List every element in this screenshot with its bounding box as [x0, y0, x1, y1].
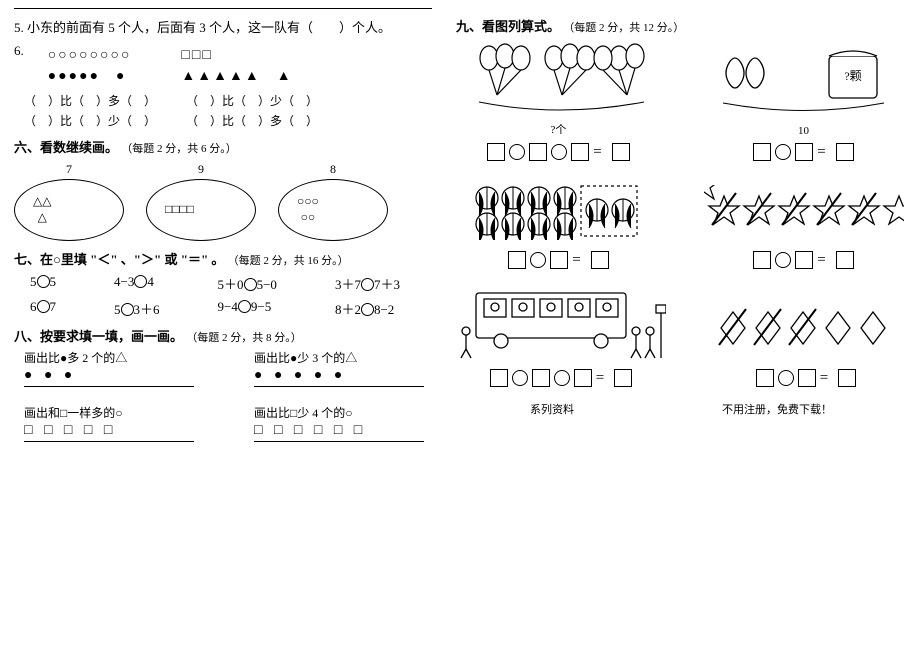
- solid-circles: ●●●●● ●: [48, 66, 127, 87]
- q7-item: 4−34: [114, 274, 192, 293]
- oval-1: △△ △: [14, 179, 124, 241]
- diamonds-icon: [706, 303, 906, 353]
- compare-a1: （ ）比（ ）多（ ）: [24, 92, 156, 109]
- eq-5: =: [456, 369, 666, 387]
- q7-item: 3＋77＋3: [335, 274, 432, 293]
- section-8-title: 八、按要求填一填，画一画。 （每题 2 分，共 8 分。）: [14, 326, 432, 345]
- bus-box: =: [456, 283, 666, 387]
- s7-title: 七、在○里填 "＜" 、"＞" 或 "＝" 。: [14, 252, 224, 267]
- section-7-title: 七、在○里填 "＜" 、"＞" 或 "＝" 。 （每题 2 分，共 16 分。）: [14, 249, 432, 268]
- eq-1: =: [456, 143, 661, 161]
- q6-label: 6.: [14, 41, 24, 89]
- eq-6: =: [706, 369, 906, 387]
- stars-icon: [704, 185, 904, 235]
- hollow-squares: □□□: [181, 45, 212, 66]
- balls-box: =: [456, 175, 661, 269]
- q8-item-1: 画出比●多 2 个的△ ● ● ●: [24, 349, 194, 400]
- footer: 系列资料 不用注册，免费下载！: [456, 401, 906, 417]
- oval-num-1: 7: [14, 162, 124, 177]
- oval-2: □□□□: [146, 179, 256, 241]
- q8-item-2: 画出比●少 3 个的△ ● ● ● ● ●: [254, 349, 424, 400]
- candies-icon: ?颗: [719, 48, 889, 118]
- bus-icon: [456, 283, 666, 363]
- right-column: 九、看图列算式。 （每题 2 分，共 12 分。）: [456, 8, 906, 642]
- s6-title: 六、看数继续画。: [14, 140, 118, 155]
- compare-b2: （ ）比（ ）多（ ）: [186, 112, 318, 129]
- s7-sub: （每题 2 分，共 16 分。）: [228, 255, 349, 267]
- bag-label: ?颗: [844, 69, 861, 83]
- q6-figures: ○○○○○○○○ ●●●●● ● □□□ ▲▲▲▲▲ ▲: [48, 45, 293, 87]
- eq-2: =: [701, 143, 906, 161]
- hollow-circles: ○○○○○○○○: [48, 45, 132, 66]
- balls-icon: [469, 180, 649, 240]
- balloons-box: ?个 =: [456, 39, 661, 161]
- s8-title: 八、按要求填一填，画一画。: [14, 329, 183, 344]
- q8-item-3: 画出和□一样多的○ □ □ □ □ □: [24, 404, 194, 455]
- oval-num-2: 9: [146, 162, 256, 177]
- q7-item: 5＋05−0: [218, 274, 309, 293]
- oval-3: ○○○ ○○: [278, 179, 388, 241]
- q8-item-4: 画出比□少 4 个的○ □ □ □ □ □ □: [254, 404, 424, 455]
- s9-title: 九、看图列算式。: [456, 19, 560, 34]
- eq-4: =: [701, 251, 906, 269]
- foot-b: 不用注册，免费下载！: [722, 401, 832, 417]
- compare-b1: （ ）比（ ）少（ ）: [24, 112, 156, 129]
- q7-item: 53＋6: [114, 299, 192, 318]
- s6-sub: （每题 2 分，共 6 分。）: [121, 143, 237, 155]
- ovals-row: 7 △△ △ 9 □□□□ 8 ○○○ ○○: [14, 162, 432, 241]
- candies-label: 10: [701, 125, 906, 137]
- diamonds-box: =: [706, 293, 906, 387]
- compare-row-2: （ ）比（ ）少（ ） （ ）比（ ）多（ ）: [24, 112, 432, 129]
- compare-a2: （ ）比（ ）少（ ）: [186, 92, 318, 109]
- q7-item: 55: [30, 274, 88, 293]
- oval-num-3: 8: [278, 162, 388, 177]
- q7-grid: 55 4−34 5＋05−0 3＋77＋3 67 53＋6 9−49−5 8＋2…: [30, 274, 432, 318]
- balloons-label: ?个: [456, 121, 661, 137]
- solid-triangles: ▲▲▲▲▲ ▲: [181, 66, 292, 87]
- q5-text: 5. 小东的前面有 5 个人，后面有 3 个人，这一队有（ ）个人。: [14, 18, 432, 38]
- compare-row-1: （ ）比（ ）多（ ） （ ）比（ ）少（ ）: [24, 92, 432, 109]
- left-column: 5. 小东的前面有 5 个人，后面有 3 个人，这一队有（ ）个人。 6. ○○…: [14, 8, 432, 642]
- q7-item: 8＋28−2: [335, 299, 432, 318]
- s9-sub: （每题 2 分，共 12 分。）: [563, 22, 684, 34]
- balloons-icon: [469, 40, 649, 118]
- section-9-title: 九、看图列算式。 （每题 2 分，共 12 分。）: [456, 16, 906, 35]
- section-6-title: 六、看数继续画。 （每题 2 分，共 6 分。）: [14, 137, 432, 156]
- foot-a: 系列资料: [530, 401, 574, 417]
- q7-item: 9−49−5: [218, 299, 309, 318]
- q7-item: 67: [30, 299, 88, 318]
- stars-box: =: [701, 175, 906, 269]
- s8-sub: （每题 2 分，共 8 分。）: [186, 332, 302, 344]
- eq-3: =: [456, 251, 661, 269]
- candies-box: ?颗 10 =: [701, 43, 906, 161]
